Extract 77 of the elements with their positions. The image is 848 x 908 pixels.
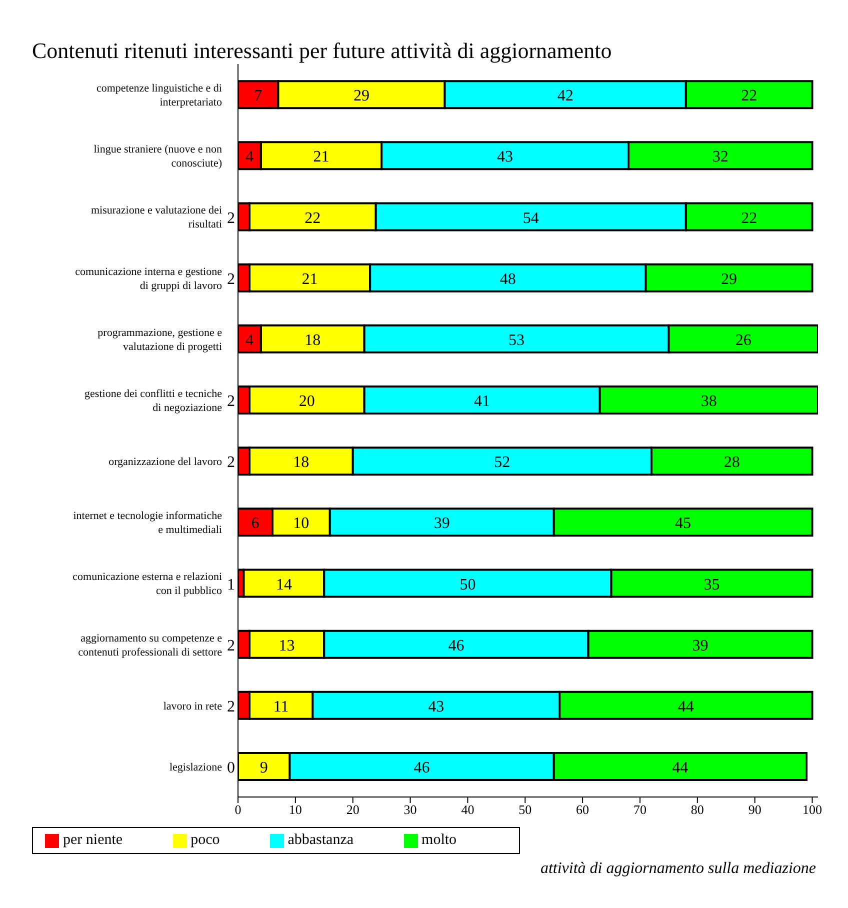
y-tick-label: internet e tecnologie informatiche e multimediali [73,510,222,536]
data-label: 2 [227,393,235,410]
data-label: 0 [227,760,235,777]
data-label: 21 [302,270,318,288]
data-label: 7 [254,88,262,105]
x-tick-label: 0 [234,802,242,818]
data-label: 10 [293,515,310,532]
data-label: 46 [414,760,430,777]
x-tick-label: 90 [748,802,762,818]
y-tick-label: misurazione e valutazione dei risultati [90,204,222,231]
data-label: 22 [304,210,321,227]
data-label: 6 [251,515,260,532]
data-label: 45 [675,515,692,532]
x-tick-label: 30 [404,802,417,818]
data-label: 2 [227,454,235,472]
y-tick-label: comunicazione esterna e relazioni con il pubblico [72,571,222,598]
legend-label: per niente [63,832,123,848]
y-tick-label: competenze linguistiche e di interpretariato [96,82,222,109]
data-label: 54 [522,210,539,227]
data-label: 22 [741,210,758,227]
y-tick-label: gestione dei conflitti e tecniche di negoziazione [84,388,222,414]
data-label: 44 [672,760,688,777]
x-tick-label: 50 [518,802,532,818]
data-label: 26 [735,332,752,349]
data-label: 44 [678,698,694,716]
data-label: 41 [474,393,490,410]
x-tick-label: 60 [576,802,590,818]
data-label: 48 [500,270,516,288]
data-label: 14 [276,576,292,594]
data-label: 11 [273,698,289,716]
data-label: 38 [700,393,717,410]
data-label: 46 [448,637,464,654]
y-tick-label: aggiornamento su competenze e contenuti professionali di settore [78,632,222,658]
data-label: 29 [353,88,370,105]
data-label: 50 [460,576,476,594]
y-tick-label: comunicazione interna e gestione di gruppi di lavoro [75,266,222,292]
data-label: 21 [313,148,330,166]
data-label: 29 [720,270,737,288]
data-label: 2 [227,270,235,288]
legend-label: abbastanza [288,832,354,848]
data-label: 2 [227,637,235,654]
text: attività di aggiornamento sulla mediazione [539,860,817,878]
legend-label: poco [190,832,220,848]
y-tick-label: lavoro in rete [163,700,222,712]
y-tick-label: legislazione [169,761,222,774]
data-label: 43 [428,698,444,716]
data-label: 35 [704,576,720,594]
data-label: 39 [434,515,450,532]
data-label: 22 [741,88,758,105]
data-label: 18 [293,454,310,472]
data-label: 9 [260,760,268,777]
data-label: 13 [278,637,295,654]
data-label: 4 [245,148,254,166]
chart-title: Contenuti ritenuti interessanti per future attività di aggiornamento [31,37,613,64]
data-label: 2 [227,698,235,716]
y-tick-label: programmazione, gestione e valutazione di progetti [98,326,222,353]
data-label: 4 [245,332,254,349]
data-label: 39 [692,637,708,654]
x-tick-label: 40 [461,802,474,818]
data-label: 52 [494,454,510,472]
data-label: 18 [304,332,321,349]
data-label: 1 [227,576,235,594]
x-tick-label: 70 [633,802,646,818]
data-label: 28 [724,454,740,472]
data-label: 32 [712,148,728,166]
x-tick-label: 20 [346,802,360,818]
x-tick-label: 80 [690,802,704,818]
data-label: 2 [227,210,235,227]
data-label: 43 [497,148,514,166]
x-tick-label: 100 [802,802,822,818]
data-label: 53 [508,332,525,349]
legend-label: molto [422,832,457,848]
data-label: 20 [298,393,315,410]
y-tick-label: lingue straniere (nuove e non conosciute) [94,144,222,170]
x-tick-label: 10 [288,802,302,818]
data-label: 42 [557,88,574,105]
y-tick-label: organizzazione del lavoro [108,456,222,468]
